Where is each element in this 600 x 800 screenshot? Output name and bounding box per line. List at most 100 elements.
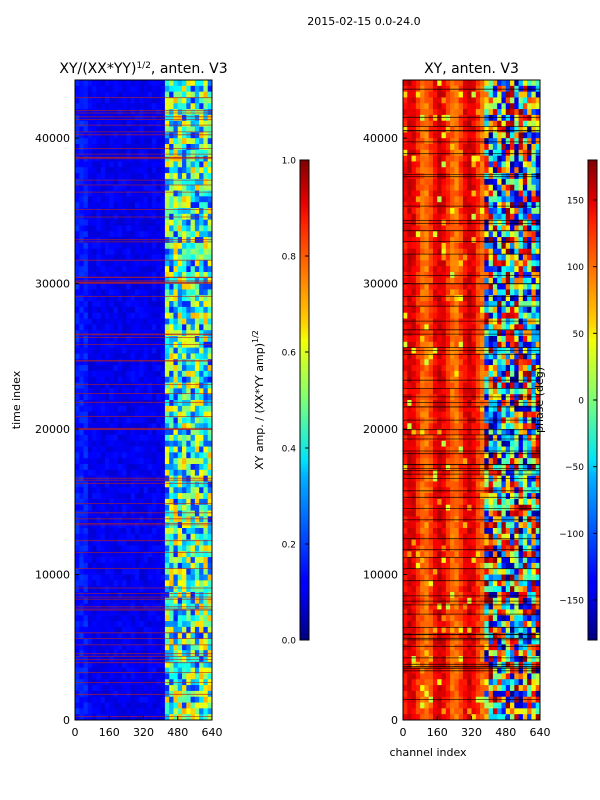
heatmap-cell [203,306,209,314]
heatmap-cell [164,312,170,319]
heatmap-cell [173,592,179,599]
heatmap-cell [403,277,408,285]
heatmap-cell [441,190,447,197]
heatmap-cell [83,551,89,558]
heatmap-cell [203,196,209,203]
heatmap-cell [104,120,110,127]
heatmap-cell [143,510,149,517]
heatmap-cell [139,97,144,104]
heatmap-cell [203,417,209,424]
heatmap-cell [194,452,200,459]
heatmap-cell [475,167,481,174]
heatmap-cell [407,283,412,290]
heatmap-cell [104,487,110,494]
heatmap-cell [122,225,127,232]
heatmap-cell [164,103,170,110]
heatmap-cell [471,242,477,250]
heatmap-cell [109,237,114,244]
heatmap-cell [182,592,187,599]
heatmap-cell [75,632,80,639]
heatmap-cell [130,114,136,122]
heatmap-cell [79,109,84,116]
heatmap-cell [75,475,80,482]
heatmap-cell [203,673,209,680]
heatmap-cell [531,126,537,133]
heatmap-cell [160,632,166,639]
heatmap-cell [182,312,187,319]
heatmap-cell [96,702,102,709]
y-tick-label: 0 [63,714,70,727]
heatmap-cell [458,114,464,122]
heatmap-cell [152,109,157,116]
heatmap-cell [173,498,179,506]
heatmap-cell [134,504,140,511]
heatmap-cell [134,434,140,442]
heatmap-cell [134,388,140,395]
heatmap-cell [92,423,97,430]
heatmap-cell [126,219,132,226]
heatmap-cell [117,452,123,459]
heatmap-cell [147,586,153,593]
heatmap-cell [415,324,421,331]
heatmap-cell [113,452,119,459]
heatmap-cell [475,219,481,226]
heatmap-cell [177,632,183,639]
heatmap-cell [492,167,498,174]
heatmap-cell [156,626,162,634]
heatmap-cell [194,109,200,116]
heatmap-cell [126,382,132,389]
heatmap-cell [203,592,209,599]
heatmap-cell [79,231,84,238]
heatmap-cell [96,132,102,139]
heatmap-cell [186,626,191,634]
heatmap-cell [411,318,417,325]
heatmap-cell [83,336,89,343]
heatmap-cell [194,132,200,139]
heatmap-cell [514,109,519,116]
heatmap-cell [203,574,209,581]
heatmap-cell [424,138,430,145]
heatmap-cell [424,184,430,191]
heatmap-cell [186,301,191,308]
heatmap-cell [407,248,412,255]
heatmap-cell [160,615,166,622]
heatmap-cell [164,231,170,238]
heatmap-cell [518,167,524,174]
heatmap-cell [173,173,179,180]
heatmap-cell [87,376,93,383]
heatmap-cell [190,551,196,558]
heatmap-cell [104,626,110,634]
heatmap-cell [531,260,537,267]
heatmap-cell [450,213,455,221]
heatmap-cell [535,178,540,186]
heatmap-cell [207,149,212,157]
heatmap-cell [471,132,477,139]
heatmap-cell [437,132,442,139]
heatmap-cell [122,80,127,87]
heatmap-cell [488,306,494,314]
heatmap-cell [160,411,166,418]
heatmap-cell [164,568,170,575]
heatmap-cell [173,429,179,436]
heatmap-cell [501,190,507,197]
heatmap-cell [164,673,170,680]
heatmap-cell [186,528,191,535]
heatmap-cell [480,155,485,162]
heatmap-cell [169,330,174,337]
heatmap-cell [182,283,187,290]
heatmap-cell [109,545,114,552]
heatmap-cell [117,208,123,215]
heatmap-cell [160,219,166,226]
heatmap-cell [117,376,123,383]
heatmap-cell [122,184,127,191]
heatmap-cell [207,586,212,593]
heatmap-cell [199,516,204,523]
heatmap-cell [471,161,477,168]
heatmap-cell [160,301,166,308]
heatmap-cell [173,202,179,209]
heatmap-cell [164,638,170,645]
heatmap-cell [420,219,425,226]
heatmap-cell [488,190,494,197]
heatmap-cell [488,208,494,215]
heatmap-cell [130,138,136,145]
